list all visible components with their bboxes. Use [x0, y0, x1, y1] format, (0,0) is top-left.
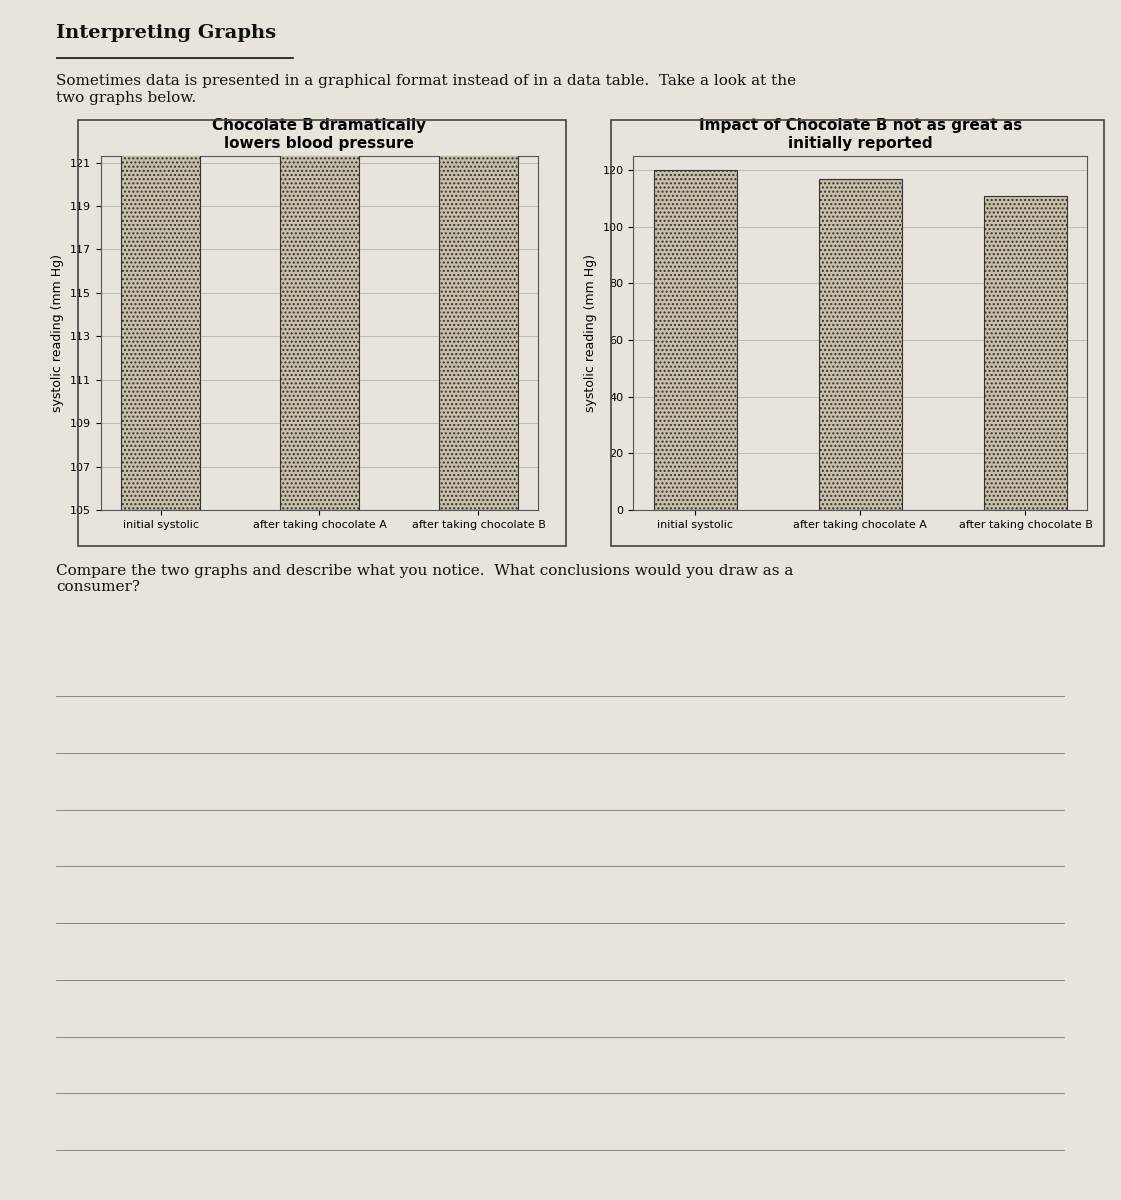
- Bar: [654, 170, 736, 510]
- Bar: [984, 196, 1067, 510]
- Text: Sometimes data is presented in a graphical format instead of in a data table.  T: Sometimes data is presented in a graphic…: [56, 74, 796, 104]
- Title: Chocolate B dramatically
lowers blood pressure: Chocolate B dramatically lowers blood pr…: [212, 119, 427, 151]
- Text: Interpreting Graphs: Interpreting Graphs: [56, 24, 276, 42]
- Y-axis label: systolic reading (mm Hg): systolic reading (mm Hg): [52, 254, 65, 412]
- Text: Compare the two graphs and describe what you notice.  What conclusions would you: Compare the two graphs and describe what…: [56, 564, 794, 594]
- Bar: [438, 0, 518, 510]
- Title: Impact of Chocolate B not as great as
initially reported: Impact of Chocolate B not as great as in…: [698, 119, 1022, 151]
- Bar: [121, 0, 201, 510]
- Y-axis label: systolic reading (mm Hg): systolic reading (mm Hg): [584, 254, 597, 412]
- Bar: [280, 0, 359, 510]
- Bar: [819, 179, 901, 510]
